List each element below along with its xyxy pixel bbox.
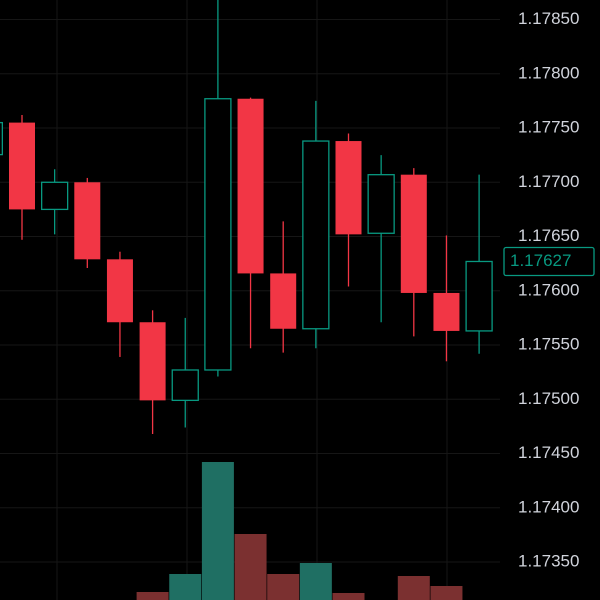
volume-bar (234, 534, 267, 600)
volume-bar (136, 592, 169, 600)
candle-body (302, 140, 330, 330)
y-tick-label: 1.17450 (518, 443, 579, 462)
volume-bar (299, 563, 332, 600)
candle-body (400, 174, 427, 293)
y-tick-label: 1.17800 (518, 63, 579, 82)
y-tick-label: 1.17550 (518, 335, 579, 354)
y-tick-label: 1.17500 (518, 389, 579, 408)
volume-bar (201, 462, 234, 600)
y-tick-label: 1.17600 (518, 280, 579, 299)
y-tick-label: 1.17850 (518, 9, 579, 28)
last-price-label: 1.17627 (510, 251, 571, 270)
volume-bar (332, 593, 365, 600)
candle-body (465, 260, 493, 332)
candle-body (9, 122, 35, 210)
candle-body (41, 181, 69, 211)
candle-body (139, 322, 166, 401)
candle-body (204, 98, 232, 371)
y-tick-label: 1.17650 (518, 226, 579, 245)
candle-body (335, 141, 362, 235)
candle-body (106, 259, 133, 323)
candle-body (367, 174, 395, 234)
y-tick-label: 1.17350 (518, 552, 579, 571)
last-price-box (503, 246, 595, 277)
candle-body (171, 369, 199, 402)
y-tick-label: 1.17750 (518, 118, 579, 137)
candle-body (0, 121, 4, 156)
candle-body (270, 273, 297, 329)
volume-bar (430, 586, 463, 600)
candle-body (433, 292, 460, 331)
volume-bar (267, 574, 300, 600)
volume-bar (169, 574, 202, 600)
candle-body (74, 182, 101, 260)
volume-bar (397, 576, 430, 600)
candle-body (237, 98, 264, 274)
y-tick-label: 1.17700 (518, 172, 579, 191)
y-tick-label: 1.17400 (518, 497, 579, 516)
